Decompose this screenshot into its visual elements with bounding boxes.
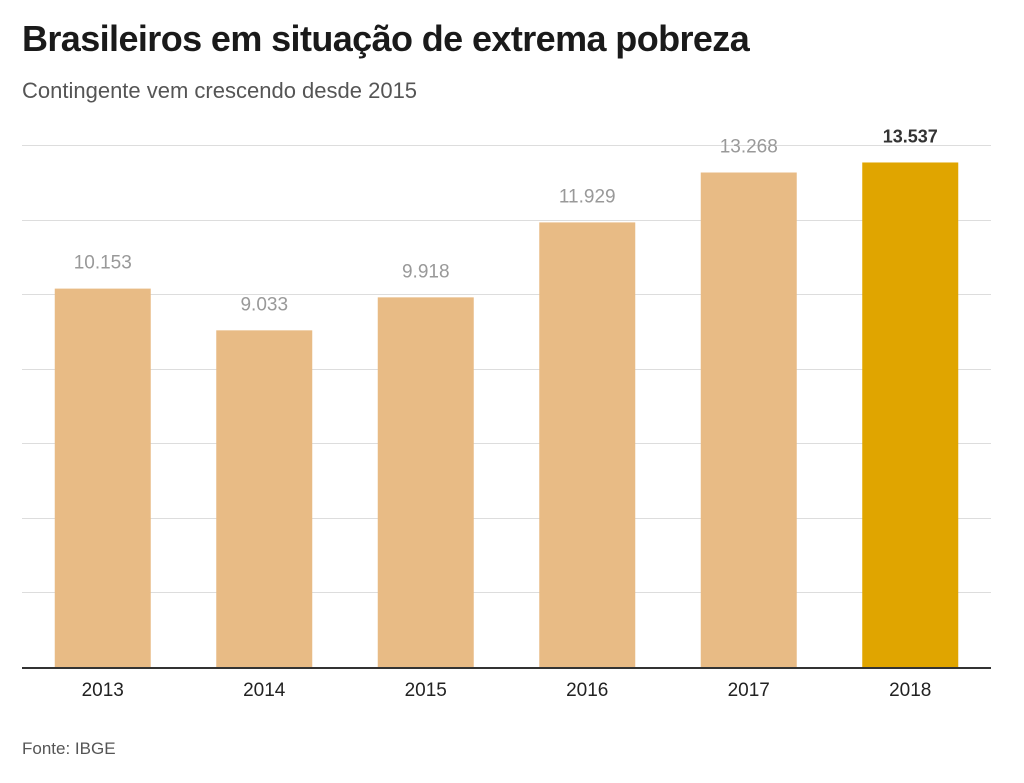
- bar-2014: [216, 330, 313, 667]
- value-label-2017: 13.268: [720, 137, 778, 158]
- bar-2017: [700, 172, 797, 667]
- tick-label-2017: 2017: [728, 680, 770, 701]
- source-note: Fonte: IBGE: [22, 739, 116, 758]
- bar-2015: [377, 297, 474, 667]
- value-label-2013: 10.153: [74, 253, 132, 274]
- value-label-2014: 9.033: [240, 294, 288, 315]
- bar-2013: [54, 288, 151, 667]
- value-label-2015: 9.918: [402, 261, 450, 282]
- tick-label-2014: 2014: [243, 680, 286, 701]
- gridlines: [22, 145, 991, 593]
- x-tick-labels: 2013 2014 2015 2016 2017 2018: [82, 680, 932, 701]
- chart-title: Brasileiros em situação de extrema pobre…: [22, 18, 750, 59]
- value-labels: 10.153 9.033 9.918 11.929 13.268 13.537: [74, 126, 938, 315]
- bars: [54, 162, 959, 667]
- tick-label-2016: 2016: [566, 680, 608, 701]
- value-label-2016: 11.929: [559, 186, 616, 207]
- bar-2016: [539, 222, 636, 667]
- value-label-2018: 13.537: [883, 126, 938, 146]
- bar-2018: [862, 162, 959, 667]
- chart-subtitle: Contingente vem crescendo desde 2015: [22, 78, 418, 103]
- tick-label-2018: 2018: [889, 680, 931, 701]
- tick-label-2015: 2015: [405, 680, 447, 701]
- tick-label-2013: 2013: [82, 680, 124, 701]
